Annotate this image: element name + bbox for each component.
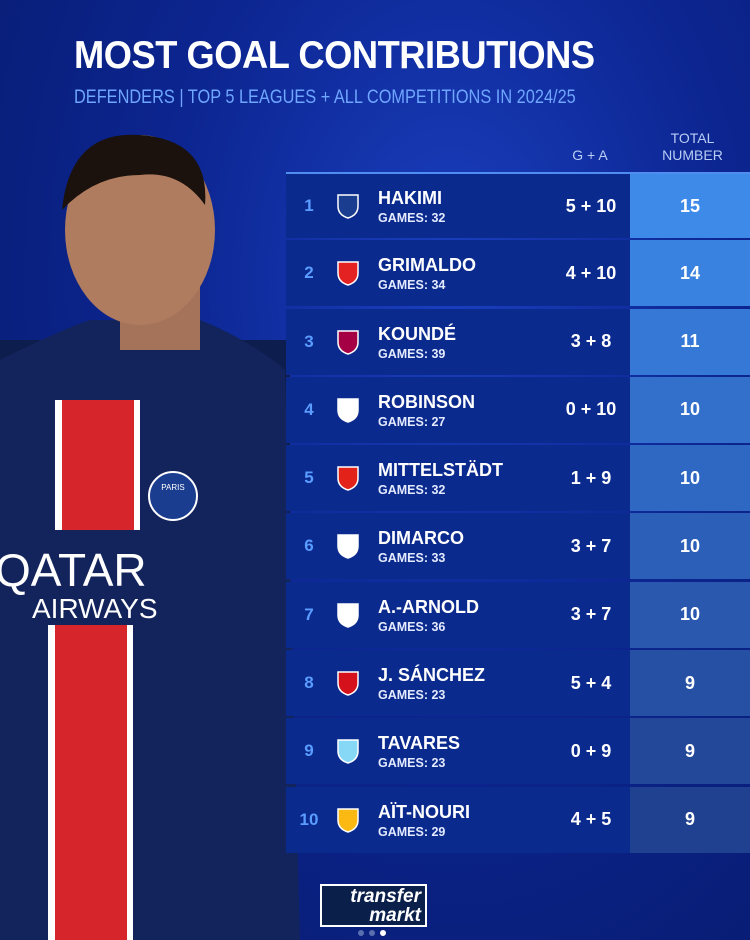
games-played: GAMES: 27 xyxy=(378,414,446,429)
header-total: TOTAL NUMBER xyxy=(662,130,723,163)
total-number: 9 xyxy=(630,786,750,853)
player-name: J. SÁNCHEZ xyxy=(378,665,486,686)
player-name: GRIMALDO xyxy=(378,255,476,276)
page-subtitle: DEFENDERS | TOP 5 LEAGUES + ALL COMPETIT… xyxy=(74,87,576,108)
table-row: 4 ROBINSON GAMES: 27 0 + 10 10 xyxy=(286,376,750,443)
liverpool-crest-icon xyxy=(332,599,364,631)
carousel-dot[interactable] xyxy=(369,930,375,936)
goals-assists: 4 + 10 xyxy=(565,262,617,283)
shirt-badge-text: PARIS xyxy=(161,483,184,492)
player-photo: PARIS QATAR AIRWAYS xyxy=(0,134,300,940)
rank: 4 xyxy=(304,399,314,419)
carousel-dots[interactable] xyxy=(358,930,386,936)
carousel-dot[interactable] xyxy=(358,930,364,936)
table-row: 1 HAKIMI GAMES: 32 5 + 10 15 xyxy=(286,172,750,238)
games-played: GAMES: 23 xyxy=(378,756,446,771)
total-number: 9 xyxy=(630,718,750,785)
goals-assists: 0 + 10 xyxy=(565,399,617,420)
shirt-sponsor-line2: AIRWAYS xyxy=(32,593,158,624)
games-played: GAMES: 39 xyxy=(378,346,446,361)
games-played: GAMES: 23 xyxy=(378,688,446,703)
total-number: 10 xyxy=(630,445,750,512)
rank: 3 xyxy=(304,331,314,351)
total-number: 11 xyxy=(630,308,750,375)
total-number: 14 xyxy=(630,240,750,307)
rank: 6 xyxy=(304,536,314,556)
player-name: KOUNDÉ xyxy=(378,323,457,344)
rank: 2 xyxy=(304,263,314,283)
goals-assists: 3 + 8 xyxy=(570,331,612,352)
goals-assists: 0 + 9 xyxy=(570,740,612,761)
stuttgart-crest-icon xyxy=(332,462,364,494)
goals-assists: 1 + 9 xyxy=(570,467,612,488)
games-played: GAMES: 32 xyxy=(378,211,446,225)
table-row: 7 A.-ARNOLD GAMES: 36 3 + 7 10 xyxy=(286,581,750,648)
player-name: AÏT-NOURI xyxy=(378,801,470,822)
barcelona-crest-icon xyxy=(332,326,364,358)
sevilla-crest-icon xyxy=(332,667,364,699)
carousel-dot-active[interactable] xyxy=(380,930,386,936)
table-row: 6 DIMARCO GAMES: 33 3 + 7 10 xyxy=(286,513,750,580)
table-row: 9 TAVARES GAMES: 23 0 + 9 9 xyxy=(286,718,750,785)
total-number: 15 xyxy=(630,174,750,238)
rank: 5 xyxy=(304,468,314,488)
games-played: GAMES: 33 xyxy=(378,551,446,566)
goals-assists: 3 + 7 xyxy=(570,535,612,556)
total-number: 10 xyxy=(630,513,750,580)
player-name: HAKIMI xyxy=(378,188,442,208)
goals-assists: 3 + 7 xyxy=(570,604,612,625)
total-number: 10 xyxy=(630,376,750,443)
player-name: A.-ARNOLD xyxy=(378,596,479,617)
lazio-crest-icon xyxy=(332,735,364,767)
player-name: DIMARCO xyxy=(378,528,464,549)
fulham-crest-icon xyxy=(332,394,364,426)
rank: 1 xyxy=(304,196,314,215)
rank: 9 xyxy=(304,741,314,761)
player-name: TAVARES xyxy=(378,733,461,754)
table-row: 10 AÏT-NOURI GAMES: 29 4 + 5 9 xyxy=(286,786,750,853)
goals-assists: 5 + 4 xyxy=(570,672,612,693)
games-played: GAMES: 29 xyxy=(378,824,446,839)
header-ga: G + A xyxy=(572,147,608,163)
page-title: MOST GOAL CONTRIBUTIONS xyxy=(74,34,595,77)
logo-line2: markt xyxy=(369,905,421,926)
games-played: GAMES: 34 xyxy=(378,278,446,293)
total-number: 9 xyxy=(630,650,750,717)
table-row: 3 KOUNDÉ GAMES: 39 3 + 8 11 xyxy=(286,308,750,375)
leverkusen-crest-icon xyxy=(332,257,364,289)
inter-crest-icon xyxy=(332,530,364,562)
rank: 7 xyxy=(304,604,314,624)
goals-assists: 5 + 10 xyxy=(565,195,617,216)
player-name: MITTELSTÄDT xyxy=(378,460,503,481)
shirt-sponsor-line1: QATAR xyxy=(0,544,147,596)
table-row: 2 GRIMALDO GAMES: 34 4 + 10 14 xyxy=(286,240,750,307)
games-played: GAMES: 32 xyxy=(378,483,446,498)
table-row: 8 J. SÁNCHEZ GAMES: 23 5 + 4 9 xyxy=(286,650,750,717)
logo-line1: transfer xyxy=(350,886,421,907)
table-row: 5 MITTELSTÄDT GAMES: 32 1 + 9 10 xyxy=(286,445,750,512)
rank: 8 xyxy=(304,673,314,693)
ranking-table: 1 HAKIMI GAMES: 32 5 + 10 15 2 GRIMALDO G… xyxy=(286,172,750,855)
wolves-crest-icon xyxy=(332,804,364,836)
rank: 10 xyxy=(299,809,319,829)
psg-crest-icon xyxy=(332,190,364,222)
player-name: ROBINSON xyxy=(378,391,476,412)
total-number: 10 xyxy=(630,581,750,648)
games-played: GAMES: 36 xyxy=(378,619,446,634)
transfermarkt-logo: transfer markt xyxy=(320,884,427,927)
goals-assists: 4 + 5 xyxy=(570,809,612,830)
